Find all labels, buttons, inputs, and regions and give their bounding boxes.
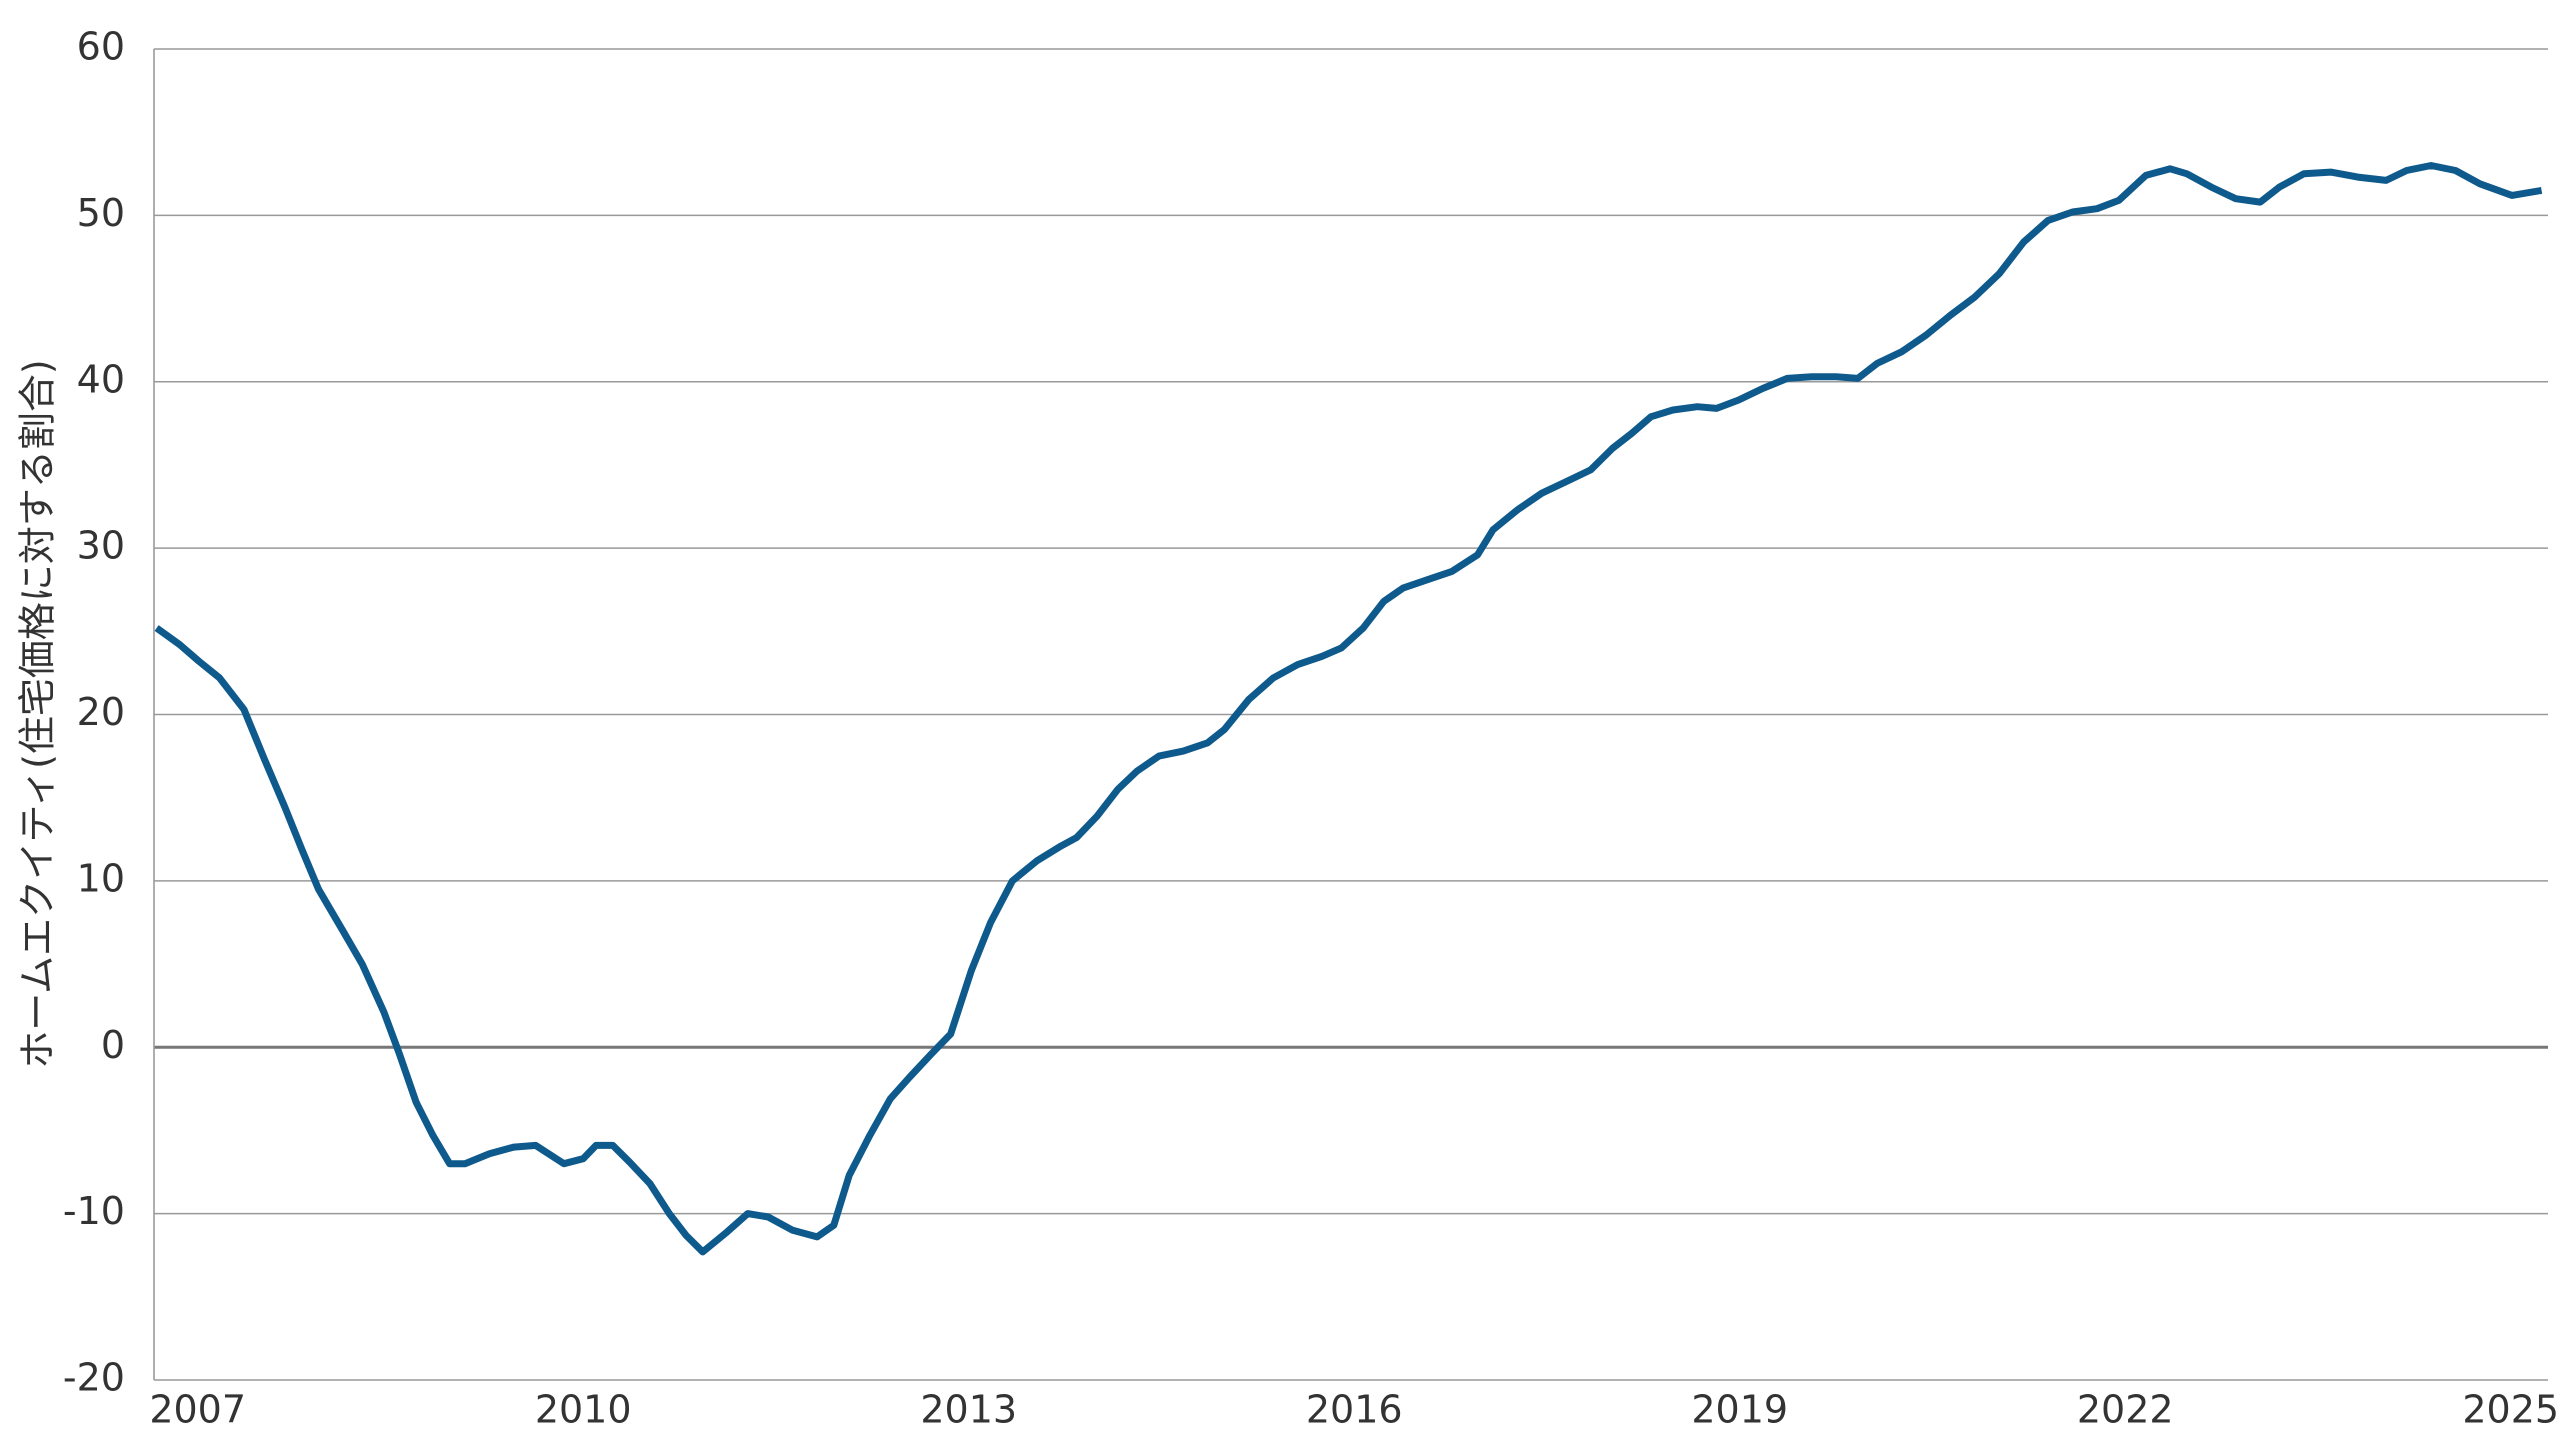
y-tick-label: -20 xyxy=(63,1356,125,1400)
x-tick-label: 2007 xyxy=(149,1388,246,1432)
y-tick-label: 30 xyxy=(77,524,125,568)
x-tick-label: 2016 xyxy=(1306,1388,1403,1432)
y-tick-label: -10 xyxy=(63,1189,125,1233)
y-tick-label: 40 xyxy=(77,357,125,401)
x-tick-label: 2019 xyxy=(1691,1388,1788,1432)
y-tick-label: 20 xyxy=(77,690,125,734)
x-tick-label: 2010 xyxy=(535,1388,632,1432)
y-tick-label: 10 xyxy=(77,856,125,900)
y-tick-label: 60 xyxy=(77,25,125,69)
x-tick-label: 2025 xyxy=(2462,1388,2559,1432)
y-tick-label: 0 xyxy=(101,1023,125,1067)
x-tick-label: 2022 xyxy=(2077,1388,2174,1432)
y-axis-title: ホームエクイティ(住宅価格に対する割合) xyxy=(16,359,60,1068)
data-line xyxy=(154,162,2543,1256)
y-tick-label: 50 xyxy=(77,191,125,235)
x-tick-label: 2013 xyxy=(920,1388,1017,1432)
